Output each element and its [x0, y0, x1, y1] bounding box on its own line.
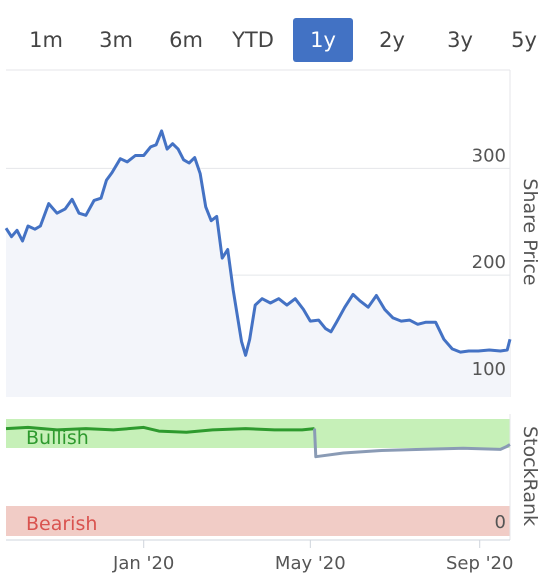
stockrank-panel: Bullish Bearish 0 StockRank — [0, 397, 541, 540]
price-area-fill — [6, 130, 510, 397]
range-tab-3y[interactable]: 3y — [447, 28, 473, 52]
stockrank-zero-tick: 0 — [495, 512, 506, 533]
stockrank-line-neutral — [313, 428, 511, 459]
date-tick-label: Sep '20 — [446, 553, 514, 574]
range-tab-1y[interactable]: 1y — [293, 18, 353, 62]
bearish-band — [6, 506, 510, 536]
bullish-label: Bullish — [26, 427, 89, 449]
bearish-label: Bearish — [26, 513, 97, 535]
range-tab-6m[interactable]: 6m — [169, 28, 203, 52]
stockrank-line-bullish — [5, 425, 315, 434]
range-tab-3m[interactable]: 3m — [99, 28, 133, 52]
range-selector: 1m 3m 6m YTD 1y 2y 3y 5y — [0, 18, 556, 62]
panel-separator — [0, 397, 510, 414]
price-line — [4, 129, 512, 357]
range-tab-1m[interactable]: 1m — [29, 28, 63, 52]
price-panel: 100 200 300 Share Price — [4, 69, 541, 397]
price-tick-200: 200 — [472, 252, 506, 273]
range-tab-2y[interactable]: 2y — [379, 28, 405, 52]
date-axis: Jan '20 May '20 Sep '20 — [6, 539, 514, 574]
bullish-band — [6, 419, 510, 448]
price-tick-labels: 100 200 300 — [472, 145, 506, 380]
price-tick-300: 300 — [472, 145, 506, 166]
date-tick-label: May '20 — [275, 553, 346, 574]
price-axis-title: Share Price — [519, 178, 541, 285]
range-tab-5y[interactable]: 5y — [511, 28, 537, 52]
stockrank-axis-title: StockRank — [519, 426, 541, 526]
price-tick-100: 100 — [472, 359, 506, 380]
range-tab-ytd[interactable]: YTD — [232, 28, 274, 52]
date-tick-label: Jan '20 — [112, 553, 174, 574]
stockrank-lines — [5, 425, 511, 459]
